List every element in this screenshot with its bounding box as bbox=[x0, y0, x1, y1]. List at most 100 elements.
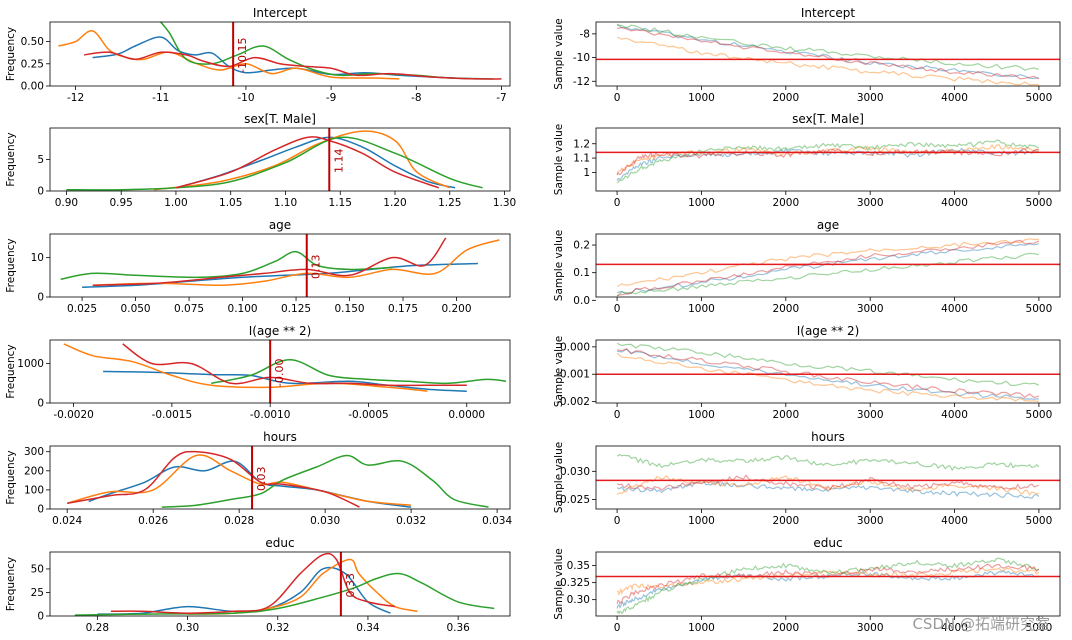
trace-line-red bbox=[616, 348, 1040, 399]
trace-line-red bbox=[616, 563, 1040, 605]
x-tick-label: 0 bbox=[614, 515, 621, 527]
x-tick-label: 5000 bbox=[1026, 515, 1053, 527]
x-tick-label: 0.28 bbox=[86, 622, 109, 634]
x-tick-label: 0.125 bbox=[281, 303, 311, 315]
series-group bbox=[58, 22, 502, 80]
x-tick-label: 0.075 bbox=[174, 303, 204, 315]
y-tick-label: 0.25 bbox=[21, 58, 44, 70]
series-group bbox=[616, 23, 1040, 86]
density-line-red bbox=[175, 136, 440, 189]
x-tick-label: 1.10 bbox=[274, 197, 297, 209]
x-tick-label: -11 bbox=[152, 92, 169, 104]
reference-value-label: -10.15 bbox=[236, 38, 249, 73]
subplot-title: I(age ** 2) bbox=[249, 324, 312, 338]
x-tick-label: 0.026 bbox=[138, 515, 168, 527]
y-tick-label: 0.35 bbox=[567, 560, 590, 572]
x-tick-label: 2000 bbox=[772, 409, 799, 421]
x-tick-label: -10 bbox=[237, 92, 254, 104]
subplot-title: Intercept bbox=[801, 6, 856, 20]
density-line-green bbox=[60, 250, 393, 281]
density-line-red bbox=[92, 237, 447, 286]
axes-frame bbox=[49, 551, 511, 617]
x-tick-label: 2000 bbox=[772, 622, 799, 634]
y-tick-label: 0.0 bbox=[573, 295, 590, 307]
y-axis-label: Sample value bbox=[553, 336, 565, 407]
x-tick-label: 0 bbox=[614, 197, 621, 209]
y-tick-label: 0.1 bbox=[573, 267, 590, 279]
y-tick-label: 0.00 bbox=[21, 81, 44, 93]
subplot-8: I(age ** 2) Sample value 0 1000 2000 3000 4000… bbox=[553, 324, 1061, 421]
density-line-green bbox=[66, 136, 483, 191]
x-tick-label: 0.90 bbox=[55, 197, 78, 209]
x-tick-label: 1000 bbox=[688, 515, 715, 527]
y-tick-label: -8 bbox=[580, 28, 590, 40]
trace-line-blue bbox=[616, 243, 1040, 295]
reference-value-label: 0.13 bbox=[310, 255, 323, 280]
y-axis-label: Frequency bbox=[5, 450, 17, 504]
series-group bbox=[616, 342, 1040, 403]
trace-line-blue bbox=[616, 23, 1040, 80]
trace-line-green bbox=[617, 24, 1040, 71]
x-tick-label: 5000 bbox=[1026, 92, 1053, 104]
x-tick-label: 1000 bbox=[688, 409, 715, 421]
axes-frame bbox=[49, 127, 511, 192]
y-tick-label: 1 bbox=[583, 167, 590, 179]
x-tick-label: 1.25 bbox=[438, 197, 461, 209]
x-tick-label: 2000 bbox=[772, 197, 799, 209]
x-tick-label: 2000 bbox=[772, 303, 799, 315]
trace-line-green bbox=[616, 557, 1040, 615]
y-tick-label: 0.50 bbox=[21, 36, 44, 48]
x-tick-label: 0.34 bbox=[356, 622, 380, 634]
y-tick-label: 1.1 bbox=[573, 153, 590, 165]
density-line-blue bbox=[103, 370, 467, 392]
series-group bbox=[66, 130, 483, 191]
y-tick-label: -12 bbox=[573, 76, 590, 88]
x-tick-label: 1.20 bbox=[383, 197, 406, 209]
x-tick-label: 4000 bbox=[941, 92, 968, 104]
watermark: CSDN @拓端研究室 bbox=[912, 615, 1050, 633]
x-tick-label: 0.0000 bbox=[448, 409, 485, 421]
x-tick-label: 1.30 bbox=[493, 197, 516, 209]
x-tick-label: -0.0010 bbox=[250, 409, 291, 421]
y-axis-label: Frequency bbox=[5, 238, 17, 292]
density-line-red bbox=[67, 450, 360, 508]
x-tick-label: 1000 bbox=[688, 197, 715, 209]
x-tick-label: 4000 bbox=[941, 515, 968, 527]
x-tick-label: 0.028 bbox=[224, 515, 254, 527]
axes-frame bbox=[49, 445, 511, 510]
x-tick-label: -8 bbox=[411, 92, 421, 104]
subplot-title: educ bbox=[265, 536, 294, 550]
axes-frame bbox=[595, 127, 1061, 192]
x-tick-label: 3000 bbox=[857, 409, 884, 421]
y-tick-label: 0 bbox=[37, 186, 44, 198]
subplot-title: educ bbox=[813, 536, 842, 550]
x-tick-label: 0.100 bbox=[228, 303, 258, 315]
trace-line-red bbox=[616, 239, 1040, 297]
x-tick-label: 0 bbox=[614, 622, 621, 634]
reference-value-label: 1.14 bbox=[332, 149, 345, 174]
x-tick-label: 0 bbox=[614, 92, 621, 104]
y-axis-label: Frequency bbox=[5, 557, 17, 611]
x-tick-label: 1000 bbox=[688, 622, 715, 634]
trace-line-blue bbox=[616, 570, 1040, 609]
x-tick-label: 0.150 bbox=[335, 303, 365, 315]
axes-frame bbox=[49, 21, 511, 87]
x-tick-label: 0.32 bbox=[266, 622, 289, 634]
x-tick-label: 0.032 bbox=[396, 515, 426, 527]
subplot-title: sex[T. Male] bbox=[792, 112, 864, 126]
x-tick-label: -7 bbox=[496, 92, 506, 104]
x-tick-label: 1000 bbox=[688, 303, 715, 315]
x-tick-label: -0.0005 bbox=[348, 409, 389, 421]
x-tick-label: 0.36 bbox=[446, 622, 470, 634]
y-axis-label: Sample value bbox=[553, 548, 565, 619]
subplot-title: Intercept bbox=[253, 6, 308, 20]
y-tick-label: -0.001 bbox=[556, 369, 590, 381]
subplot-title: hours bbox=[811, 430, 845, 444]
y-tick-label: 0.030 bbox=[560, 466, 590, 478]
x-tick-label: 0 bbox=[614, 303, 621, 315]
subplot-4: sex[T. Male] Sample value 0 1000 2000 3000 400… bbox=[553, 112, 1061, 209]
series-group bbox=[616, 139, 1040, 184]
trace-line-green bbox=[616, 139, 1040, 184]
trace-line-orange bbox=[616, 352, 1040, 403]
subplot-3: sex[T. Male] Frequency 1.14 0.90 0.95 1.00 1.0… bbox=[5, 112, 516, 209]
